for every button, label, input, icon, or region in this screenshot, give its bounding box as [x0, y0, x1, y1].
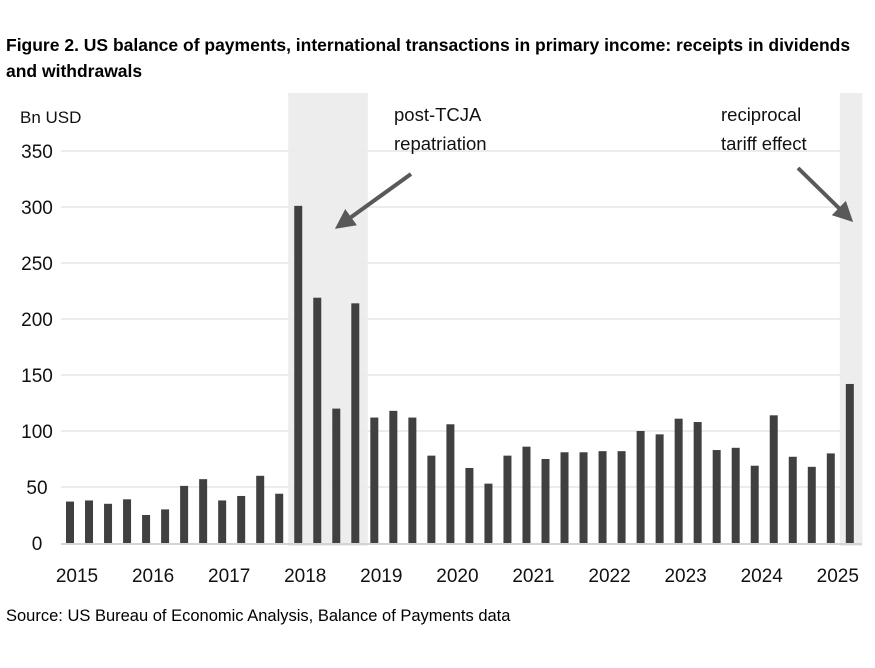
y-tick-label: 350 [21, 142, 53, 163]
bar [636, 431, 645, 543]
x-tick-label: 2022 [588, 566, 630, 587]
source-note: Source: US Bureau of Economic Analysis, … [6, 607, 511, 625]
x-tick-label: 2018 [284, 566, 326, 587]
bar [408, 417, 417, 543]
bar [104, 503, 113, 543]
bar [256, 475, 265, 543]
bar [788, 456, 797, 543]
bar [712, 450, 721, 543]
bar [332, 408, 341, 543]
y-tick-label: 50 [26, 478, 47, 499]
bar [142, 515, 151, 543]
bar [731, 447, 740, 543]
bar [693, 422, 702, 543]
y-tick-label: 150 [21, 366, 53, 387]
x-tick-label: 2019 [360, 566, 402, 587]
bar [427, 455, 436, 543]
bar [807, 466, 816, 543]
bar [180, 485, 189, 543]
bar [313, 297, 322, 543]
bar [750, 465, 759, 543]
x-tick-label: 2020 [436, 566, 478, 587]
bar [465, 467, 474, 543]
bar [85, 500, 94, 543]
x-tick-label: 2024 [741, 566, 784, 587]
bar [218, 500, 227, 543]
bar [655, 434, 664, 543]
x-tick-label: 2025 [817, 566, 859, 587]
x-tick-label: 2016 [132, 566, 174, 587]
y-tick-label: 250 [21, 254, 53, 275]
bar [294, 205, 303, 543]
y-tick-label: 300 [21, 198, 53, 219]
x-tick-label: 2017 [208, 566, 250, 587]
bar [503, 455, 512, 543]
bar [579, 452, 588, 543]
bar [161, 509, 170, 543]
chart-title: Figure 2. US balance of payments, intern… [6, 35, 851, 81]
bar [674, 418, 683, 543]
bar [370, 417, 379, 543]
bar [845, 383, 854, 543]
annotation-text: repatriation [394, 133, 487, 154]
bar [389, 410, 398, 543]
x-tick-label: 2015 [56, 566, 98, 587]
annotation-text: tariff effect [721, 133, 807, 154]
bar [484, 483, 493, 543]
annotation-arrow [334, 172, 413, 229]
bar [275, 493, 284, 543]
bar [541, 459, 550, 543]
bar [826, 453, 835, 543]
bar [617, 451, 626, 543]
bar [237, 495, 246, 543]
y-tick-label: 200 [21, 310, 53, 331]
bar [522, 446, 531, 543]
x-tick-label: 2021 [512, 566, 554, 587]
x-tick-label: 2023 [664, 566, 706, 587]
bar [351, 303, 360, 543]
annotation-text: reciprocal [721, 104, 801, 125]
bar [123, 499, 132, 543]
annotation-arrow [796, 166, 854, 222]
bar [199, 479, 208, 543]
bar [66, 501, 74, 543]
y-axis-label: Bn USD [20, 108, 81, 127]
y-tick-label: 100 [21, 422, 53, 443]
annotation-text: post-TCJA [394, 104, 482, 125]
bar [446, 424, 455, 543]
bar [598, 451, 607, 543]
y-tick-label: 0 [32, 534, 43, 555]
bar [769, 415, 778, 543]
bar [560, 452, 569, 543]
